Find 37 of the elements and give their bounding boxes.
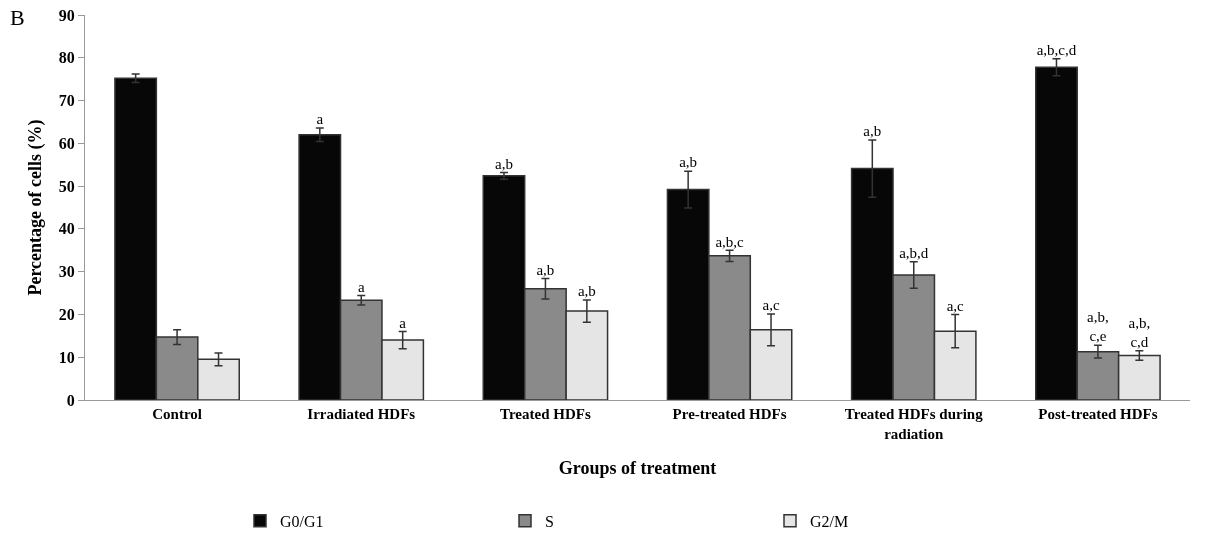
data-label: a,b,d [899,245,929,262]
x-tick-label: Control [152,406,202,422]
data-label: a,b,c,d [1128,314,1151,351]
y-tick-label: 40 [58,220,75,238]
data-label: a,c [762,297,780,314]
data-label: a,b [536,261,555,278]
data-label: a,b [577,283,596,300]
y-tick-label: 70 [58,92,75,110]
y-tick-label: 90 [58,6,75,24]
y-tick-label: 50 [58,177,75,195]
x-tick-label: Pre-treated HDFs [672,406,787,422]
y-tick-label: 30 [58,263,75,281]
data-label: a [316,111,324,128]
y-tick-label: 60 [58,134,75,152]
data-label: a,c [946,297,965,314]
x-axis-title: Groups of treatment [558,457,717,478]
y-tick-label: 0 [66,391,75,409]
data-label: a,b,c,d [1036,41,1077,58]
y-tick-label: 20 [58,306,75,324]
y-tick-label: 10 [58,348,75,366]
x-tick-label: Treated HDFs [500,406,591,422]
y-axis-title: Percentage of cells (%) [25,119,46,296]
data-label: a,b [495,155,513,172]
legend-label: S [545,513,554,531]
legend-label: G0/G1 [280,513,324,531]
x-tick-label: Treated HDFs during radiation [844,406,984,442]
data-label: a [399,314,407,331]
x-tick-label: Irradiated HDFs [307,406,416,422]
data-label: a,b,c,e [1087,308,1109,345]
data-label: a,b [679,154,698,171]
data-label: a,b,c [715,233,745,250]
text: B [10,5,25,30]
data-label: a,b [863,123,882,140]
data-label: a [357,278,365,295]
legend-label: G2/M [810,513,849,531]
y-tick-label: 80 [58,49,75,67]
x-tick-label: Post-treated HDFs [1038,406,1158,422]
